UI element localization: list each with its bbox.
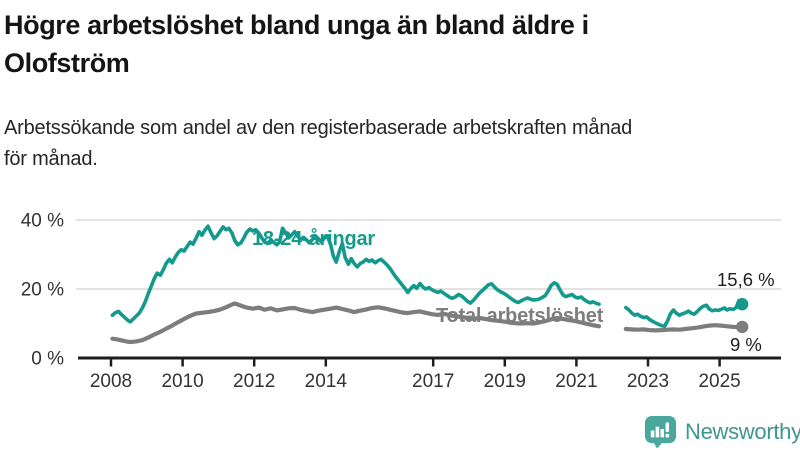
end-dot-total xyxy=(736,320,749,334)
x-tick-label: 2023 xyxy=(627,371,669,392)
series-line-youth xyxy=(110,224,601,324)
series-line-youth xyxy=(624,298,744,329)
x-tick-label: 2012 xyxy=(233,371,275,392)
x-tick-label: 2008 xyxy=(90,371,132,392)
x-tick-label: 2021 xyxy=(555,371,597,392)
x-tick-label: 2017 xyxy=(412,371,454,392)
x-tick-label: 2019 xyxy=(484,371,526,392)
x-tick-label: 2010 xyxy=(161,371,203,392)
chart-subtitle: Arbetssökande som andel av den registerb… xyxy=(4,113,796,175)
end-dot-youth xyxy=(736,298,749,311)
series-line-total xyxy=(623,323,745,333)
end-value-label-youth: 15,6 % xyxy=(717,269,775,290)
page-title-line2: Olofström xyxy=(4,48,130,78)
series-label-total: Total arbetslöshet xyxy=(436,305,604,327)
bar-chart-bubble-icon xyxy=(644,415,677,449)
chart-subtitle-line1: Arbetssökande som andel av den registerb… xyxy=(4,117,633,139)
y-tick-label: 40 % xyxy=(21,211,64,232)
page-title: Högre arbetslöshet bland unga än bland ä… xyxy=(4,6,796,82)
newsworthy-logo: Newsworthy xyxy=(644,415,800,449)
brand-name: Newsworthy xyxy=(685,419,800,444)
chart-subtitle-line2: för månad. xyxy=(4,148,98,170)
y-tick-label: 20 % xyxy=(21,280,64,301)
x-tick-label: 2025 xyxy=(698,371,740,392)
series-line-total xyxy=(110,301,602,345)
end-value-label-total: 9 % xyxy=(730,334,762,355)
y-tick-label: 0 % xyxy=(31,349,64,370)
page-title-line1: Högre arbetslöshet bland unga än bland ä… xyxy=(4,10,589,40)
x-tick-label: 2014 xyxy=(305,371,348,392)
series-label-youth: 18-24-åringar xyxy=(252,228,376,250)
